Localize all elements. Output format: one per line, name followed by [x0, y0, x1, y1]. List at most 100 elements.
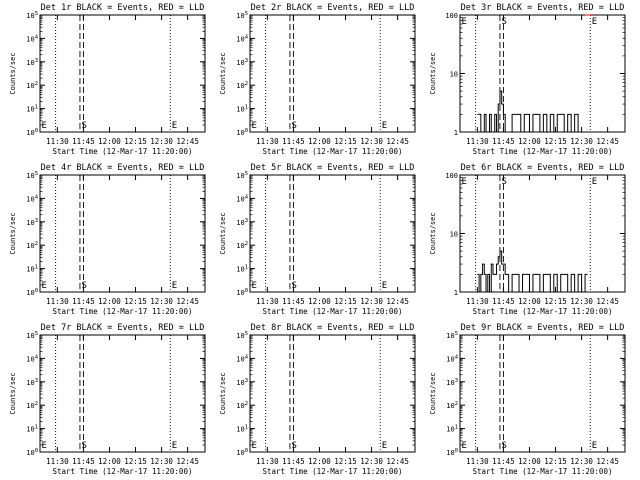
- x-tick-label: 11:30: [46, 137, 69, 146]
- y-tick-label: 100: [26, 128, 38, 137]
- marker-label-e: E: [592, 177, 597, 187]
- y-tick-label: 101: [26, 425, 38, 434]
- y-axis-label: Counts/sec: [219, 372, 227, 414]
- marker-label-e: E: [382, 121, 387, 131]
- x-tick-label: 11:30: [466, 297, 489, 306]
- x-axis-label: Start Time (12-Mar-17 11:20:00): [263, 147, 403, 156]
- x-tick-label: 12:30: [570, 137, 593, 146]
- x-tick-label: 11:45: [282, 297, 305, 306]
- y-axis-label: Counts/sec: [429, 372, 437, 414]
- x-tick-label: 11:45: [492, 137, 515, 146]
- marker-label-s: S: [291, 281, 296, 291]
- plot-frame: [39, 14, 206, 133]
- x-tick-label: 12:15: [334, 457, 357, 466]
- x-tick-label: 12:30: [570, 297, 593, 306]
- x-tick-label: 11:30: [46, 457, 69, 466]
- x-tick-label: 12:30: [150, 457, 173, 466]
- marker-label-e: E: [42, 441, 47, 451]
- x-tick-label: 11:30: [46, 297, 69, 306]
- y-tick-label: 103: [26, 58, 38, 67]
- x-axis-label: Start Time (12-Mar-17 11:20:00): [263, 467, 403, 476]
- x-axis-label: Start Time (12-Mar-17 11:20:00): [263, 307, 403, 316]
- y-tick-label: 103: [26, 378, 38, 387]
- y-tick-label: 101: [26, 105, 38, 114]
- x-tick-label: 12:30: [570, 457, 593, 466]
- y-tick-label: 102: [26, 241, 38, 250]
- marker-label-e: E: [382, 441, 387, 451]
- x-tick-label: 12:00: [518, 137, 541, 146]
- plot-frame: [39, 334, 206, 453]
- x-tick-label: 11:45: [492, 297, 515, 306]
- x-axis-label: Start Time (12-Mar-17 11:20:00): [473, 467, 613, 476]
- x-axis-label: Start Time (12-Mar-17 11:20:00): [53, 147, 193, 156]
- y-tick-label: 102: [236, 81, 248, 90]
- chart-panel-6: Det 6r BLACK = Events, RED = LLD 1 10 100 11…: [429, 163, 626, 316]
- y-tick-label: 104: [236, 194, 248, 203]
- y-tick-label: 100: [445, 172, 458, 180]
- x-tick-label: 12:45: [386, 297, 409, 306]
- y-tick-label: 101: [26, 265, 38, 274]
- y-tick-label: 102: [236, 401, 248, 410]
- series-line-events: [477, 90, 585, 133]
- plot-frame: [249, 334, 416, 453]
- y-tick-label: 104: [236, 34, 248, 43]
- x-tick-label: 12:45: [386, 137, 409, 146]
- y-tick-label: 101: [446, 425, 458, 434]
- marker-label-s: S: [501, 441, 506, 451]
- y-tick-label: 103: [236, 218, 248, 227]
- y-tick-label: 105: [26, 171, 38, 180]
- x-tick-label: 12:00: [308, 137, 331, 146]
- marker-label-s: S: [291, 121, 296, 131]
- y-axis-label: Counts/sec: [9, 212, 17, 254]
- x-tick-label: 12:15: [544, 297, 567, 306]
- x-tick-label: 12:45: [386, 457, 409, 466]
- chart-title: Det 2r BLACK = Events, RED = LLD: [251, 3, 415, 13]
- x-tick-label: 12:00: [308, 457, 331, 466]
- x-axis-label: Start Time (12-Mar-17 11:20:00): [53, 307, 193, 316]
- y-tick-label: 103: [236, 58, 248, 67]
- y-tick-label: 101: [236, 105, 248, 114]
- chart-panel-1: Det 1r BLACK = Events, RED = LLD 100 101 10…: [9, 3, 206, 156]
- y-tick-label: 104: [236, 354, 248, 363]
- x-tick-label: 12:45: [176, 137, 199, 146]
- x-tick-label: 11:45: [282, 137, 305, 146]
- y-tick-label: 1: [454, 289, 458, 297]
- marker-label-s: S: [291, 441, 296, 451]
- x-tick-label: 11:45: [72, 137, 95, 146]
- y-tick-label: 104: [26, 194, 38, 203]
- x-tick-label: 12:45: [596, 137, 619, 146]
- x-tick-label: 12:00: [518, 297, 541, 306]
- x-tick-label: 11:45: [72, 297, 95, 306]
- y-tick-label: 100: [26, 448, 38, 457]
- y-tick-label: 105: [26, 11, 38, 20]
- y-tick-label: 100: [26, 288, 38, 297]
- y-axis-label: Counts/sec: [429, 52, 437, 94]
- chart-panel-7: Det 7r BLACK = Events, RED = LLD 100 101 10…: [9, 323, 206, 476]
- x-tick-label: 12:15: [124, 137, 147, 146]
- chart-title: Det 4r BLACK = Events, RED = LLD: [41, 163, 205, 173]
- x-tick-label: 12:30: [150, 297, 173, 306]
- x-tick-label: 11:30: [466, 137, 489, 146]
- y-tick-label: 100: [236, 288, 248, 297]
- x-tick-label: 12:00: [308, 297, 331, 306]
- y-tick-label: 104: [446, 354, 458, 363]
- y-tick-label: 100: [446, 448, 458, 457]
- y-tick-label: 103: [446, 378, 458, 387]
- plot-frame: [249, 174, 416, 293]
- y-axis-label: Counts/sec: [429, 212, 437, 254]
- chart-title: Det 8r BLACK = Events, RED = LLD: [251, 323, 415, 333]
- marker-label-e: E: [462, 177, 467, 187]
- x-tick-label: 12:15: [124, 457, 147, 466]
- marker-label-e: E: [462, 17, 467, 27]
- chart-title: Det 9r BLACK = Events, RED = LLD: [461, 323, 625, 333]
- x-tick-label: 11:30: [256, 457, 279, 466]
- y-tick-label: 10: [450, 71, 458, 79]
- plot-frame: [39, 174, 206, 293]
- y-tick-label: 10: [450, 231, 458, 239]
- marker-label-s: S: [501, 17, 506, 27]
- marker-label-s: S: [501, 177, 506, 187]
- chart-title: Det 1r BLACK = Events, RED = LLD: [41, 3, 205, 13]
- x-tick-label: 12:15: [124, 297, 147, 306]
- marker-label-e: E: [172, 281, 177, 291]
- x-tick-label: 12:00: [98, 457, 121, 466]
